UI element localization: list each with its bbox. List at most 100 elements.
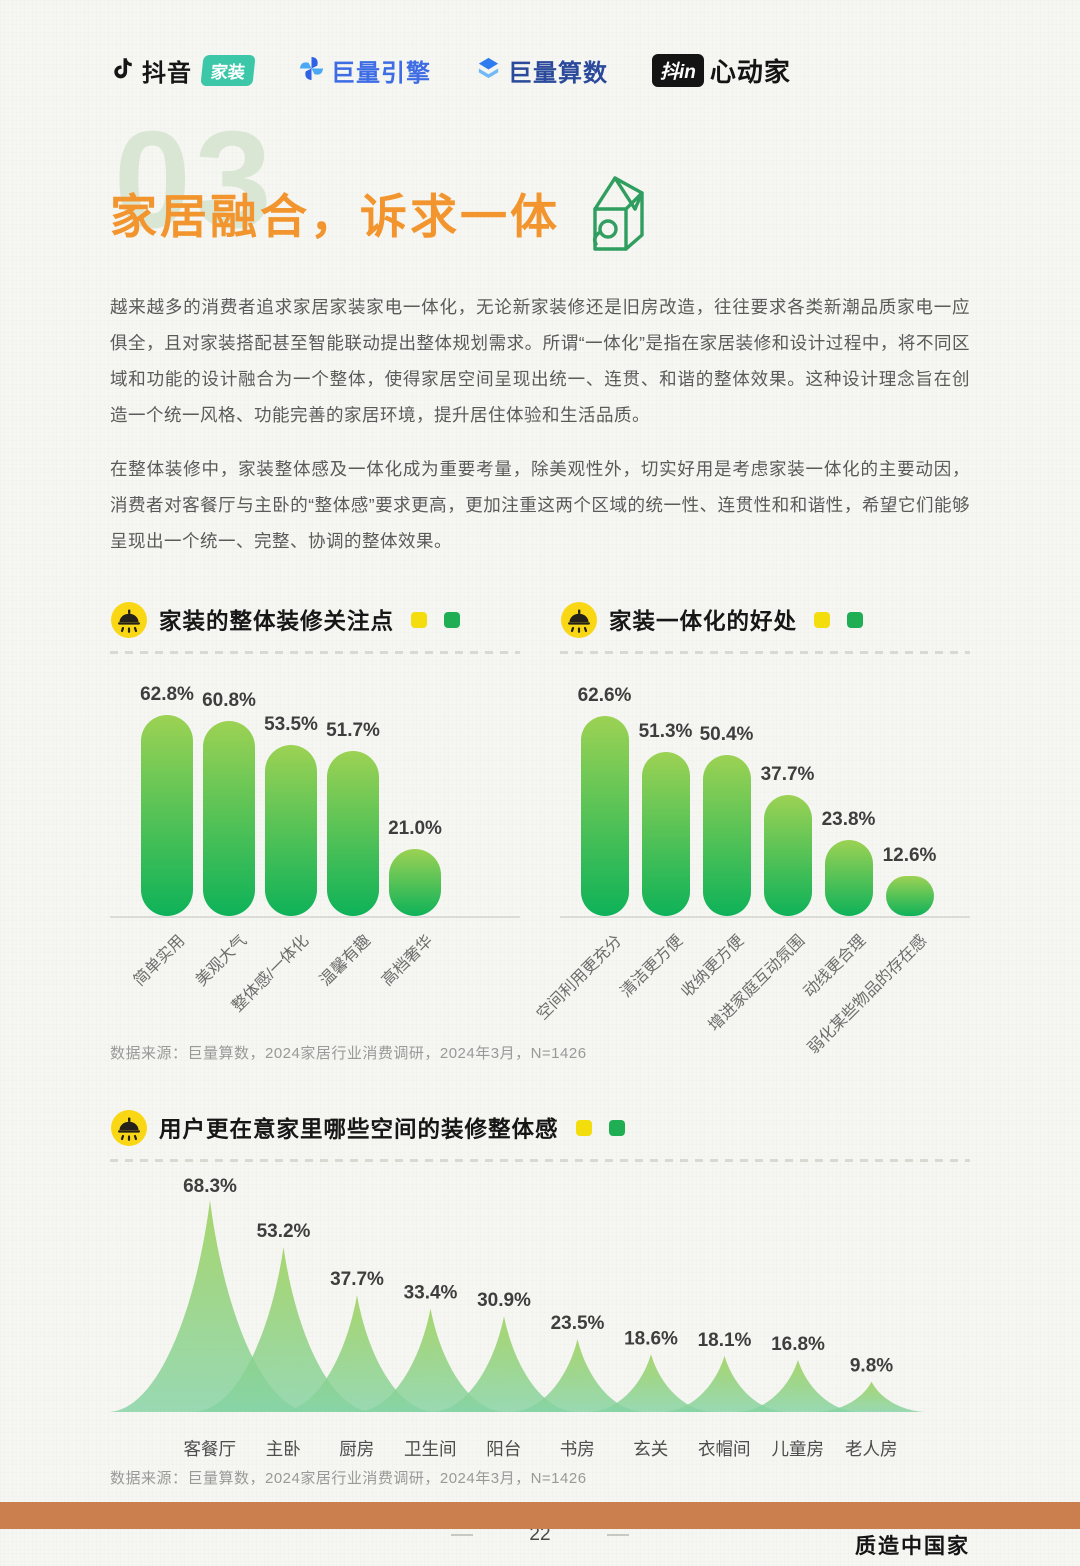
x-axis-label: 整体感/一体化 xyxy=(229,932,313,1016)
bar xyxy=(580,716,629,917)
legend-yellow-swatch xyxy=(575,1120,592,1137)
mountain-peak xyxy=(354,1308,507,1413)
peak-value-label: 30.9% xyxy=(477,1291,531,1312)
chart-header: 家装一体化的好处 xyxy=(560,601,970,639)
peak-value-label: 68.3% xyxy=(183,1176,237,1197)
section-heading: 03 家居融合，诉求一体 xyxy=(110,111,970,275)
x-axis-label: 儿童房 xyxy=(771,1439,825,1460)
juliang-yinqing-logo: 巨量引擎 xyxy=(298,53,431,88)
pinwheel-icon xyxy=(298,55,325,87)
peak-value-label: 23.5% xyxy=(551,1313,605,1334)
bar-value-label: 51.3% xyxy=(638,721,693,743)
peak-value-label: 33.4% xyxy=(404,1283,458,1304)
bars-area: 62.6% 51.3% 50.4% 37.7% 23.8% 12.6% xyxy=(560,668,970,917)
peak-value-label: 18.1% xyxy=(698,1330,752,1351)
x-axis-line xyxy=(110,916,520,919)
peak-value-label: 53.2% xyxy=(257,1221,311,1242)
bar-column: 62.8% xyxy=(136,684,198,917)
tiktok-note-icon xyxy=(110,54,136,87)
bar-column: 51.7% xyxy=(322,720,384,917)
bar-value-label: 62.6% xyxy=(577,685,632,707)
x-axis-labels: 空间利用更充分 清洁更方便 收纳更方便 增进家庭互动氛围 动线更合理 弱化某些物品的存在感 xyxy=(534,918,970,1058)
bar-value-label: 51.7% xyxy=(326,720,380,742)
mountain-peak xyxy=(586,1354,716,1413)
mountain-peak xyxy=(735,1360,861,1413)
bar-value-label: 53.5% xyxy=(264,714,318,736)
x-axis-label: 高档奢华 xyxy=(378,932,437,990)
chart-integration-benefits: 家装一体化的好处 62.6% 51.3% 50.4% 37.7% 23.8% 12.6% … xyxy=(534,601,970,1058)
x-axis-labels: 简单实用 美观大气 整体感/一体化 温馨有趣 高档奢华 xyxy=(110,918,520,1036)
x-axis-label: 卫生间 xyxy=(404,1439,457,1460)
bar xyxy=(389,849,441,917)
x-axis-label: 温馨有趣 xyxy=(316,932,375,990)
section-number: 03 xyxy=(114,103,276,257)
bar-column: 53.5% xyxy=(260,714,322,917)
bar-column: 23.8% xyxy=(818,809,879,917)
birdhouse-icon xyxy=(578,169,652,255)
peak-value-label: 9.8% xyxy=(850,1356,893,1377)
douin-badge: 抖in xyxy=(652,54,704,87)
mountain-peak xyxy=(813,1381,930,1413)
mountain-peak xyxy=(430,1316,578,1413)
bar-value-label: 62.8% xyxy=(140,684,194,706)
x-axis-labels: 客餐厅 主卧 厨房 卫生间 阳台 书房 玄关 衣帽间 儿童房 老人房 xyxy=(110,1436,970,1461)
brand-text: 质造中国家 xyxy=(855,1535,970,1559)
chart-header: 家装的整体装修关注点 xyxy=(110,601,520,639)
bar-value-label: 23.8% xyxy=(821,809,876,831)
jiazhuang-badge: 家装 xyxy=(200,55,256,86)
x-axis-label: 书房 xyxy=(559,1439,595,1460)
bottom-accent-bar xyxy=(0,1502,1080,1529)
header-logo-row: 抖音 家装 巨量引擎 巨量算数 xyxy=(110,0,970,89)
chart-title: 用户更在意家里哪些空间的装修整体感 xyxy=(159,1117,559,1143)
bar-column: 12.6% xyxy=(879,845,940,917)
lamp-icon xyxy=(110,1109,148,1147)
divider-dash xyxy=(606,1534,629,1537)
divider-dash xyxy=(451,1534,474,1537)
bars-area: 62.8% 60.8% 53.5% 51.7% 21.0% xyxy=(110,668,520,917)
bar-value-label: 12.6% xyxy=(882,845,937,867)
dashed-divider xyxy=(110,651,520,655)
peak-value-label: 18.6% xyxy=(624,1329,678,1350)
xindongjia-text: 心动家 xyxy=(709,57,791,87)
x-axis-label: 厨房 xyxy=(339,1439,375,1460)
chart-title: 家装的整体装修关注点 xyxy=(159,609,395,635)
bar-charts-row: 家装的整体装修关注点 62.8% 60.8% 53.5% 51.7% 21.0% 简单实… xyxy=(110,601,970,1058)
bar xyxy=(824,840,873,917)
mountain-chart: 68.3% 53.2% 37.7% 33.4% 30.9% 23.5% 18.6% 18.1%… xyxy=(110,1176,930,1413)
bar-column: 60.8% xyxy=(198,690,260,917)
mountain-peak xyxy=(277,1295,437,1413)
body-paragraph: 在整体装修中，家装整体感及一体化成为重要考量，除美观性外，切实好用是考虑家装一体… xyxy=(110,459,970,552)
douyin-logo-text: 抖音 xyxy=(142,60,192,87)
lamp-icon xyxy=(560,601,598,639)
bar-value-label: 60.8% xyxy=(202,690,256,712)
bar xyxy=(265,745,317,917)
bar-value-label: 21.0% xyxy=(388,818,442,840)
peak-value-label: 37.7% xyxy=(330,1269,384,1290)
dashed-divider xyxy=(560,651,970,655)
bar-value-label: 37.7% xyxy=(760,764,815,786)
bar-column: 50.4% xyxy=(696,724,757,917)
x-axis-label: 客餐厅 xyxy=(183,1439,237,1460)
bar-column: 62.6% xyxy=(574,685,635,917)
legend-green-swatch xyxy=(847,612,864,629)
juliang-yinqing-text: 巨量引擎 xyxy=(331,60,431,87)
diamond-stack-icon xyxy=(475,55,502,87)
legend-yellow-swatch xyxy=(814,612,831,629)
x-axis-label: 简单实用 xyxy=(130,932,189,990)
douin-xindongjia-logo: 抖in 心动家 xyxy=(652,52,791,89)
mountain-peak xyxy=(110,1200,313,1413)
data-source-note: 数据来源：巨量算数，2024家居行业消费调研，2024年3月，N=1426 xyxy=(110,1045,587,1063)
mountain-peak xyxy=(192,1247,375,1413)
bar-column: 21.0% xyxy=(384,818,446,917)
x-axis-label: 主卧 xyxy=(265,1439,301,1460)
bar-column: 51.3% xyxy=(635,721,696,917)
x-axis-label: 老人房 xyxy=(845,1439,898,1460)
x-axis-line xyxy=(560,916,970,919)
page-title: 家居融合，诉求一体 xyxy=(110,189,560,243)
body-paragraph: 越来越多的消费者追求家居家装家电一体化，无论新家装修还是旧房改造，往往要求各类新… xyxy=(110,297,970,426)
chart-title: 家装一体化的好处 xyxy=(609,609,798,635)
legend-green-swatch xyxy=(608,1120,625,1137)
chart-header: 用户更在意家里哪些空间的装修整体感 xyxy=(110,1109,970,1147)
legend-yellow-swatch xyxy=(411,612,428,629)
